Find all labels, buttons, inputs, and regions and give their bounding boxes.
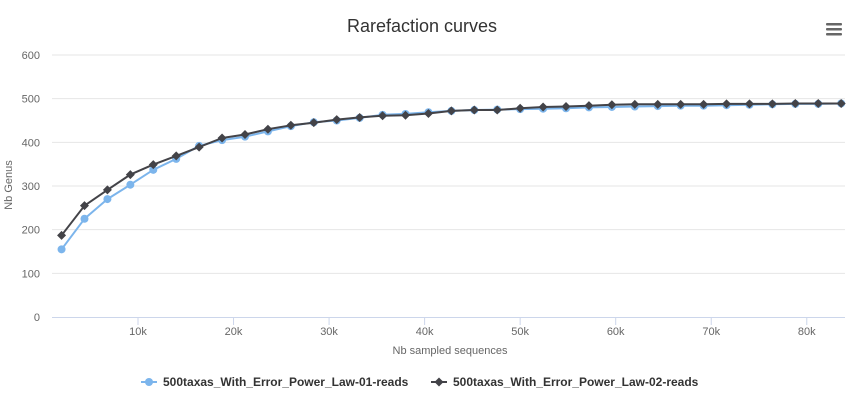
x-axis-title: Nb sampled sequences xyxy=(393,345,508,357)
y-tick-label: 0 xyxy=(34,312,40,324)
hamburger-icon xyxy=(826,23,842,36)
data-point[interactable] xyxy=(584,101,594,111)
x-tick-label: 20k xyxy=(225,326,243,338)
data-point[interactable] xyxy=(722,99,732,109)
grid-lines xyxy=(52,54,845,274)
legend-item-2[interactable]: 500taxas_With_Error_Power_Law-02-reads xyxy=(431,375,699,389)
data-point[interactable] xyxy=(469,105,479,115)
data-point[interactable] xyxy=(126,180,135,189)
data-point[interactable] xyxy=(744,99,754,109)
legend-label: 500taxas_With_Error_Power_Law-01-reads xyxy=(163,375,409,389)
y-axis-title: Nb Genus xyxy=(3,160,15,210)
data-point[interactable] xyxy=(102,185,112,195)
y-tick-label: 500 xyxy=(22,94,40,106)
data-point[interactable] xyxy=(125,170,135,180)
data-point[interactable] xyxy=(492,105,502,115)
data-point[interactable] xyxy=(355,112,365,122)
y-tick-label: 200 xyxy=(22,225,40,237)
x-tick-label: 30k xyxy=(320,326,338,338)
data-point[interactable] xyxy=(286,120,296,130)
chart-title: Rarefaction curves xyxy=(347,16,497,36)
series-group xyxy=(57,98,846,254)
data-point[interactable] xyxy=(57,245,66,254)
data-point[interactable] xyxy=(813,98,823,108)
x-tick-label: 60k xyxy=(607,326,625,338)
data-point[interactable] xyxy=(263,124,273,134)
data-point[interactable] xyxy=(630,99,640,109)
data-point[interactable] xyxy=(538,102,548,112)
legend-marker xyxy=(145,378,153,386)
data-point[interactable] xyxy=(607,100,617,110)
data-point[interactable] xyxy=(103,195,112,204)
x-tick-label: 50k xyxy=(511,326,529,338)
data-point[interactable] xyxy=(767,99,777,109)
data-point[interactable] xyxy=(194,142,204,152)
data-point[interactable] xyxy=(332,115,342,125)
x-tick-label: 80k xyxy=(798,326,816,338)
series-line xyxy=(60,102,842,250)
legend: 500taxas_With_Error_Power_Law-01-reads 50… xyxy=(141,375,699,389)
data-point[interactable] xyxy=(653,99,663,109)
data-point[interactable] xyxy=(309,118,319,128)
data-point[interactable] xyxy=(378,111,388,121)
data-point[interactable] xyxy=(80,214,89,223)
data-point[interactable] xyxy=(217,133,227,143)
y-tick-label: 300 xyxy=(22,181,40,193)
y-tick-label: 600 xyxy=(22,50,40,62)
legend-marker xyxy=(434,377,444,387)
data-point[interactable] xyxy=(401,110,411,120)
x-tick-label: 40k xyxy=(416,326,434,338)
menu-button[interactable] xyxy=(822,18,846,40)
data-point[interactable] xyxy=(240,129,250,139)
data-point[interactable] xyxy=(79,201,89,211)
data-point[interactable] xyxy=(676,99,686,109)
y-axis-ticks: 0 100 200 300 400 500 600 xyxy=(22,50,40,324)
data-point[interactable] xyxy=(790,98,800,108)
data-point[interactable] xyxy=(149,165,158,174)
data-point[interactable] xyxy=(171,151,181,161)
data-point[interactable] xyxy=(446,106,456,116)
data-point[interactable] xyxy=(515,103,525,113)
series-1[interactable] xyxy=(57,99,846,254)
data-point[interactable] xyxy=(836,98,846,108)
data-point[interactable] xyxy=(148,160,158,170)
data-point[interactable] xyxy=(699,99,709,109)
x-axis-ticks: 10k 20k 30k 40k 50k 60k 70k 80k xyxy=(129,317,816,338)
data-point[interactable] xyxy=(423,109,433,119)
data-point[interactable] xyxy=(57,230,67,240)
series-line xyxy=(60,102,842,236)
x-tick-label: 70k xyxy=(702,326,720,338)
y-tick-label: 100 xyxy=(22,268,40,280)
x-tick-label: 10k xyxy=(129,326,147,338)
legend-label: 500taxas_With_Error_Power_Law-02-reads xyxy=(453,375,699,389)
legend-item-1[interactable]: 500taxas_With_Error_Power_Law-01-reads xyxy=(141,375,409,389)
y-tick-label: 400 xyxy=(22,137,40,149)
data-point[interactable] xyxy=(561,102,571,112)
series-2[interactable] xyxy=(57,98,846,240)
